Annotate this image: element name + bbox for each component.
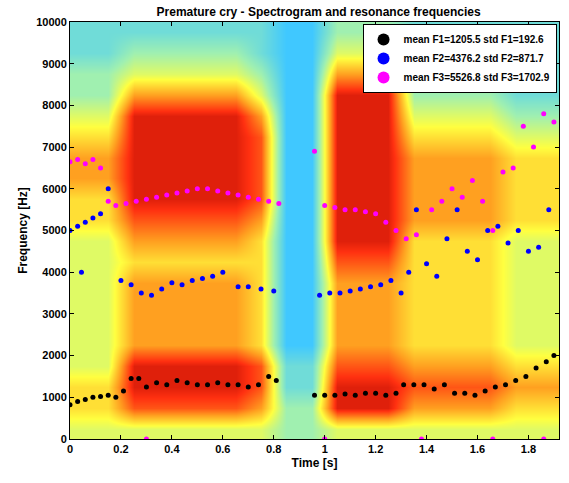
svg-text:8000: 8000 (42, 99, 66, 111)
svg-text:5000: 5000 (42, 224, 66, 236)
svg-text:Frequency [Hz]: Frequency [Hz] (16, 187, 30, 274)
svg-text:4000: 4000 (42, 266, 66, 278)
svg-text:1.2: 1.2 (368, 443, 383, 455)
svg-text:3000: 3000 (42, 308, 66, 320)
svg-text:2000: 2000 (42, 349, 66, 361)
svg-text:0.4: 0.4 (164, 443, 180, 455)
svg-text:1.4: 1.4 (419, 443, 435, 455)
svg-text:mean F1=1205.5 std F1=192.6: mean F1=1205.5 std F1=192.6 (404, 34, 545, 45)
svg-text:1.8: 1.8 (521, 443, 536, 455)
svg-text:10000: 10000 (36, 16, 67, 28)
svg-text:1000: 1000 (42, 391, 66, 403)
svg-text:0.2: 0.2 (113, 443, 128, 455)
svg-text:0: 0 (67, 443, 73, 455)
svg-text:0: 0 (61, 433, 67, 445)
svg-text:mean F3=5526.8 std F3=1702.9: mean F3=5526.8 std F3=1702.9 (404, 72, 550, 83)
svg-text:1.6: 1.6 (470, 443, 485, 455)
svg-text:1: 1 (322, 443, 328, 455)
svg-text:9000: 9000 (42, 58, 66, 70)
svg-text:mean F2=4376.2 std F2=871.7: mean F2=4376.2 std F2=871.7 (404, 53, 545, 64)
svg-text:Premature cry - Spectrogram an: Premature cry - Spectrogram and resonanc… (157, 5, 481, 19)
svg-text:Time [s]: Time [s] (292, 456, 338, 470)
svg-text:0.6: 0.6 (215, 443, 230, 455)
svg-text:0.8: 0.8 (266, 443, 281, 455)
svg-text:6000: 6000 (42, 183, 66, 195)
svg-text:7000: 7000 (42, 141, 66, 153)
